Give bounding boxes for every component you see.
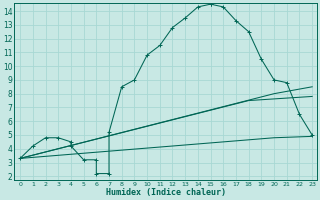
X-axis label: Humidex (Indice chaleur): Humidex (Indice chaleur) [106, 188, 226, 197]
